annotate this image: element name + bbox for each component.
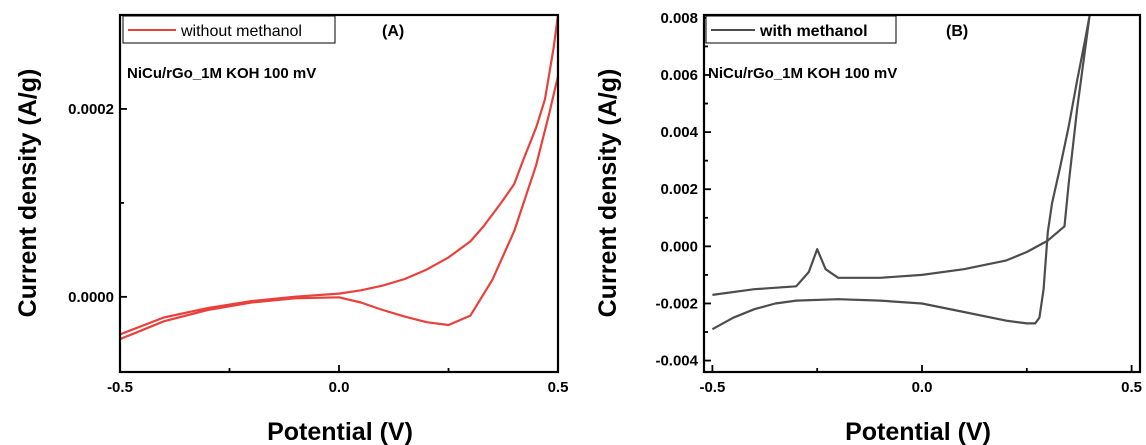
panel-a: -0.5 0.0 0.5 0.0000 0.0002 Potential (V) Cu…: [14, 13, 568, 445]
panel-b-y-axis-title: Current density (A/g): [594, 69, 622, 318]
panel-b-y-tick-label: 0.002: [660, 181, 698, 198]
panel-a-x-tick-label: 0.5: [548, 379, 569, 396]
panel-b-y-tick-label: -0.004: [655, 353, 698, 370]
panel-a-y-tick-label: 0.0000: [68, 289, 114, 306]
panel-b-y-tick-label: 0.006: [660, 67, 698, 84]
panel-b: -0.5 0.0 0.5 -0.004 -0.002 0.000 0.002 0.004 0.…: [594, 10, 1142, 445]
panel-a-y-ticks: 0.0000 0.0002: [68, 101, 127, 306]
panel-a-series-0-line: [120, 15, 558, 341]
panel-b-y-tick-label: 0.004: [660, 124, 698, 141]
panel-b-x-axis-title: Potential (V): [845, 418, 991, 445]
panel-a-y-axis-title: Current density (A/g): [14, 69, 42, 318]
panel-b-x-ticks: -0.5 0.0 0.5: [699, 365, 1142, 396]
panel-b-curves: [711, 15, 1091, 331]
panel-a-curves: [120, 15, 558, 341]
panel-b-y-ticks: -0.004 -0.002 0.000 0.002 0.004 0.006 0.008: [655, 10, 711, 370]
panel-b-x-tick-label: 0.5: [1121, 379, 1142, 396]
panel-a-annotation: NiCu/rGo_1M KOH 100 mV: [127, 65, 316, 82]
panel-a-x-tick-label: 0.0: [329, 379, 350, 396]
panel-b-y-tick-label: -0.002: [655, 295, 698, 312]
panel-b-y-tick-label: 0.008: [660, 10, 698, 27]
panel-a-x-axis-title: Potential (V): [267, 418, 413, 445]
panel-b-label: (B): [946, 23, 968, 40]
panel-b-series-0-line: [711, 15, 1091, 331]
panel-b-x-tick-label: 0.0: [912, 379, 933, 396]
panel-a-x-tick-label: -0.5: [107, 379, 133, 396]
panel-a-y-tick-label: 0.0002: [68, 101, 114, 118]
panel-a-legend-label: without methanol: [180, 23, 302, 40]
panel-b-annotation: NiCu/rGo_1M KOH 100 mV: [708, 65, 897, 82]
panel-a-x-ticks: -0.5 0.0 0.5: [107, 365, 568, 396]
panel-b-legend-label: with methanol: [759, 23, 868, 40]
panel-b-y-tick-label: 0.000: [660, 238, 698, 255]
panel-b-x-tick-label: -0.5: [699, 379, 725, 396]
panel-a-label: (A): [382, 23, 404, 40]
